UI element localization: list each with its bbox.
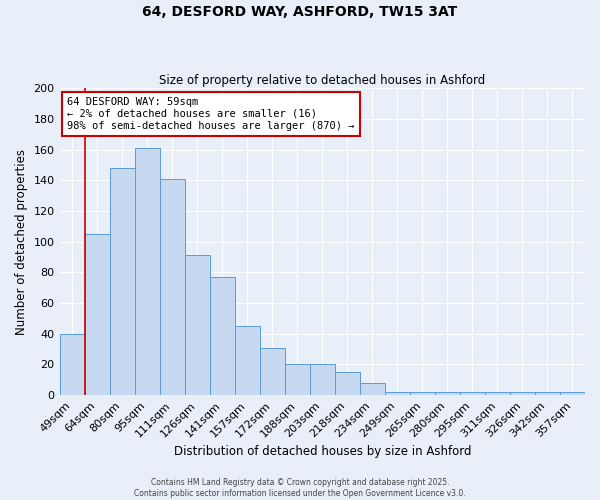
Bar bbox=[209, 277, 235, 395]
Bar bbox=[535, 392, 560, 395]
Y-axis label: Number of detached properties: Number of detached properties bbox=[15, 148, 28, 334]
Bar bbox=[335, 372, 360, 395]
Bar bbox=[385, 392, 410, 395]
Bar bbox=[235, 326, 260, 395]
Bar bbox=[134, 148, 160, 395]
Bar bbox=[510, 392, 535, 395]
Bar bbox=[560, 392, 585, 395]
Bar bbox=[160, 178, 185, 395]
Bar bbox=[85, 234, 110, 395]
X-axis label: Distribution of detached houses by size in Ashford: Distribution of detached houses by size … bbox=[173, 444, 471, 458]
Bar bbox=[185, 256, 209, 395]
Bar bbox=[460, 392, 485, 395]
Title: Size of property relative to detached houses in Ashford: Size of property relative to detached ho… bbox=[159, 74, 485, 87]
Text: 64, DESFORD WAY, ASHFORD, TW15 3AT: 64, DESFORD WAY, ASHFORD, TW15 3AT bbox=[142, 5, 458, 19]
Bar bbox=[59, 334, 85, 395]
Bar bbox=[260, 348, 285, 395]
Bar bbox=[410, 392, 435, 395]
Bar bbox=[285, 364, 310, 395]
Bar bbox=[110, 168, 134, 395]
Bar bbox=[435, 392, 460, 395]
Bar bbox=[310, 364, 335, 395]
Text: Contains HM Land Registry data © Crown copyright and database right 2025.
Contai: Contains HM Land Registry data © Crown c… bbox=[134, 478, 466, 498]
Text: 64 DESFORD WAY: 59sqm
← 2% of detached houses are smaller (16)
98% of semi-detac: 64 DESFORD WAY: 59sqm ← 2% of detached h… bbox=[67, 98, 355, 130]
Bar bbox=[360, 383, 385, 395]
Bar bbox=[485, 392, 510, 395]
